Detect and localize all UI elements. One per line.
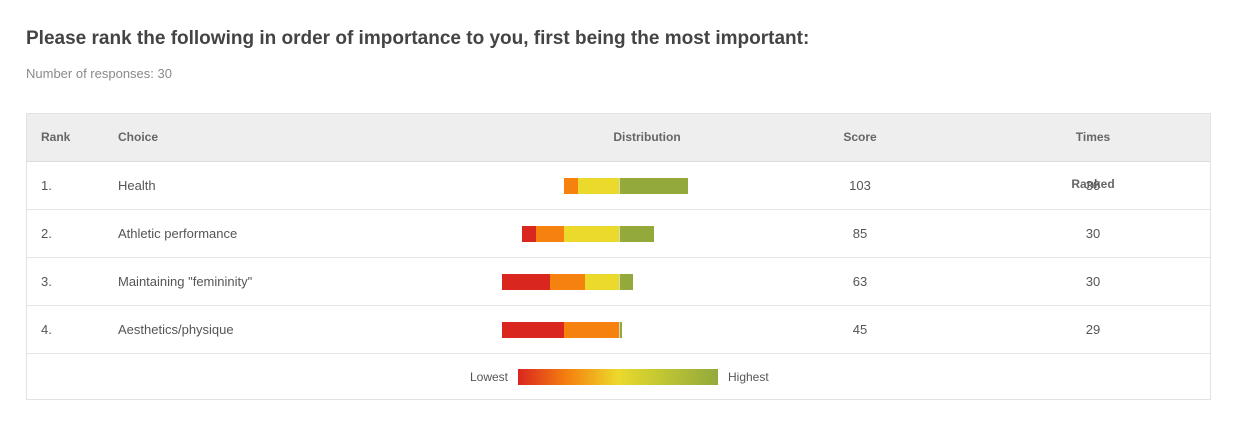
bar-segment-rank1[interactable] bbox=[619, 178, 688, 194]
header-distribution: Distribution bbox=[613, 130, 681, 144]
score-cell: 45 bbox=[852, 322, 868, 337]
distribution-bar bbox=[27, 306, 1212, 353]
center-divider bbox=[619, 226, 620, 242]
bar-segment-rank1[interactable] bbox=[619, 322, 623, 338]
legend-highest-label: Highest bbox=[728, 370, 769, 384]
table-row: 3. Maintaining "femininity" 63 30 bbox=[27, 258, 1210, 306]
rank-cell: 2. bbox=[41, 226, 52, 241]
header-rank[interactable]: Rank bbox=[41, 130, 71, 144]
times-ranked-cell: 29 bbox=[1085, 322, 1101, 337]
table-body: 1. Health 103 30 2. Athletic performance 85 30 3… bbox=[27, 162, 1210, 354]
legend-gradient-bar bbox=[518, 369, 718, 385]
choice-cell: Athletic performance bbox=[118, 226, 238, 241]
table-row: 4. Aesthetics/physique 45 29 bbox=[27, 306, 1210, 354]
bar-segment-rank2[interactable] bbox=[563, 226, 619, 242]
score-cell: 63 bbox=[852, 274, 868, 289]
bar-segment-rank3[interactable] bbox=[563, 322, 619, 338]
center-divider bbox=[619, 322, 620, 338]
response-count: Number of responses: 30 bbox=[26, 66, 172, 81]
bar-segment-rank4[interactable] bbox=[501, 322, 564, 338]
bar-segment-rank3[interactable] bbox=[563, 178, 578, 194]
choice-cell: Aesthetics/physique bbox=[118, 322, 234, 337]
legend-lowest-label: Lowest bbox=[469, 370, 508, 384]
bar-segment-rank1[interactable] bbox=[619, 226, 654, 242]
bar-segment-rank2[interactable] bbox=[584, 274, 619, 290]
choice-cell: Maintaining "femininity" bbox=[118, 274, 253, 289]
times-ranked-cell: 30 bbox=[1085, 178, 1101, 193]
distribution-bar bbox=[27, 258, 1212, 305]
distribution-legend: Lowest Highest bbox=[27, 354, 1210, 401]
bar-segment-rank4[interactable] bbox=[522, 226, 537, 242]
table-row: 1. Health 103 30 bbox=[27, 162, 1210, 210]
bar-segment-rank3[interactable] bbox=[536, 226, 564, 242]
times-ranked-cell: 30 bbox=[1085, 274, 1101, 289]
distribution-bar bbox=[27, 162, 1212, 209]
rank-cell: 1. bbox=[41, 178, 52, 193]
bar-segment-rank2[interactable] bbox=[577, 178, 619, 194]
bar-segment-rank4[interactable] bbox=[501, 274, 550, 290]
center-divider bbox=[619, 178, 620, 194]
times-ranked-cell: 30 bbox=[1085, 226, 1101, 241]
header-choice[interactable]: Choice bbox=[118, 130, 159, 144]
score-cell: 103 bbox=[849, 178, 871, 193]
bar-segment-rank3[interactable] bbox=[550, 274, 585, 290]
distribution-bar bbox=[27, 210, 1212, 257]
score-cell: 85 bbox=[852, 226, 868, 241]
rank-cell: 4. bbox=[41, 322, 52, 337]
table-row: 2. Athletic performance 85 30 bbox=[27, 210, 1210, 258]
choice-cell: Health bbox=[118, 178, 156, 193]
question-title: Please rank the following in order of im… bbox=[26, 28, 810, 49]
header-score[interactable]: Score bbox=[843, 130, 877, 144]
table-header: Rank Choice Distribution Score Times Ran… bbox=[27, 114, 1210, 191]
center-divider bbox=[619, 274, 620, 290]
ranking-table: Rank Choice Distribution Score Times Ran… bbox=[26, 113, 1211, 400]
header-times-ranked[interactable]: Times Ranked bbox=[1071, 130, 1115, 191]
rank-cell: 3. bbox=[41, 274, 52, 289]
bar-segment-rank1[interactable] bbox=[619, 274, 633, 290]
